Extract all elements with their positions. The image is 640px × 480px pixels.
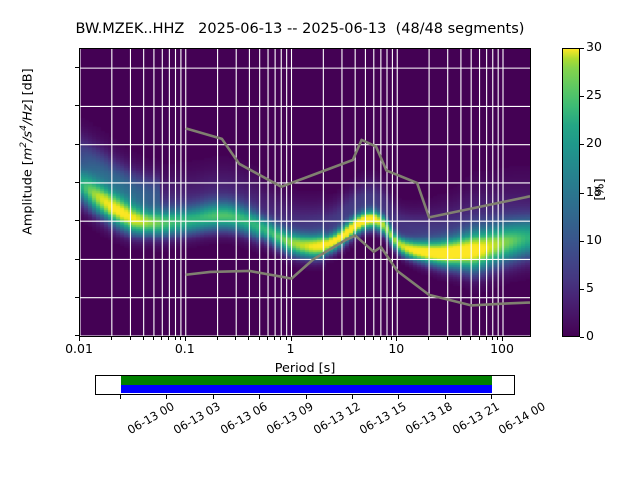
- x-tick-label: 10: [388, 341, 405, 356]
- timeline-tick-label: 06-13 03: [171, 399, 224, 437]
- timeline-tick-label: 06-13 18: [403, 399, 456, 437]
- x-tick-label: 100: [490, 341, 514, 356]
- x-tick-mark: [267, 337, 268, 340]
- colorbar-tick-mark: [580, 337, 584, 338]
- y-tick-mark: [75, 335, 79, 336]
- colorbar-tick-label: 0: [586, 328, 594, 343]
- y-tick-mark: [75, 105, 79, 107]
- page-title: BW.MZEK..HHZ 2025-06-13 -- 2025-06-13 (4…: [75, 21, 525, 37]
- colorbar-tick-label: 20: [586, 135, 602, 151]
- x-tick-mark: [79, 337, 80, 341]
- colorbar-tick-mark: [580, 240, 584, 242]
- x-tick-mark: [322, 337, 324, 340]
- x-tick-mark: [497, 337, 499, 340]
- x-tick-label: 0.1: [174, 341, 195, 356]
- timeline-tick-mark: [212, 395, 214, 399]
- x-tick-mark: [174, 337, 176, 340]
- timeline-tick-label: 06-13 09: [264, 399, 316, 437]
- y-tick-mark: [75, 181, 79, 183]
- colorbar-tick-label: 25: [586, 87, 602, 103]
- timeline-tick-mark: [120, 395, 121, 399]
- colorbar-tick-mark: [580, 192, 584, 194]
- colorbar-tick-label: 5: [586, 279, 594, 295]
- timeline-tick-label: 06-13 12: [310, 399, 363, 437]
- x-tick-mark: [184, 337, 186, 341]
- colorbar-tick-label: 10: [586, 231, 602, 247]
- coverage-bar-blue: [121, 384, 492, 393]
- y-tick-mark: [75, 143, 79, 145]
- x-tick-mark: [168, 337, 170, 340]
- y-axis-label: Amplitude [m2/s4/Hz] [dB]: [18, 68, 36, 235]
- x-tick-mark: [354, 337, 356, 340]
- x-tick-mark: [396, 337, 398, 341]
- y-tick-mark: [75, 67, 79, 69]
- psd-heatmap: [80, 49, 530, 336]
- data-coverage-timeline[interactable]: [95, 375, 515, 395]
- x-tick-mark: [235, 337, 237, 340]
- x-tick-mark: [280, 337, 282, 340]
- colorbar-tick-mark: [580, 96, 584, 98]
- x-tick-mark: [285, 337, 287, 340]
- timeline-tick-mark: [166, 395, 168, 399]
- x-tick-mark: [258, 337, 260, 340]
- x-tick-mark: [478, 337, 480, 340]
- timeline-tick-mark: [305, 395, 307, 399]
- x-tick-mark: [485, 337, 487, 340]
- y-tick-mark: [75, 296, 79, 298]
- x-tick-mark: [274, 337, 276, 340]
- x-tick-mark: [179, 337, 181, 340]
- x-axis-label: Period [s]: [274, 361, 336, 376]
- colorbar-tick-mark: [580, 288, 584, 290]
- x-tick-mark: [161, 337, 163, 340]
- x-tick-mark: [248, 337, 250, 340]
- ppsd-axes[interactable]: [79, 48, 531, 337]
- colorbar-tick-mark: [580, 48, 584, 49]
- x-tick-mark: [290, 337, 292, 341]
- x-tick-mark: [372, 337, 374, 340]
- timeline-tick-label: 06-13 15: [356, 399, 409, 437]
- x-tick-mark: [386, 337, 387, 340]
- x-tick-mark: [502, 337, 503, 341]
- timeline-tick-mark: [259, 395, 261, 399]
- x-tick-mark: [491, 337, 493, 340]
- x-tick-mark: [142, 337, 144, 340]
- colorbar: [562, 48, 580, 337]
- timeline-tick-mark: [491, 395, 492, 399]
- x-tick-mark: [391, 337, 393, 340]
- x-tick-mark: [364, 337, 366, 340]
- timeline-tick-label: 06-13 06: [217, 399, 270, 437]
- x-tick-mark: [459, 337, 461, 340]
- timeline-tick-mark: [351, 395, 353, 399]
- timeline-tick-mark: [444, 395, 446, 399]
- coverage-bar-green: [121, 376, 492, 385]
- x-tick-mark: [446, 337, 448, 340]
- timeline-tick-label: 06-14 00: [495, 399, 548, 437]
- x-tick-mark: [152, 337, 154, 340]
- x-tick-label: 0.01: [65, 341, 93, 356]
- x-tick-mark: [379, 337, 381, 340]
- timeline-tick-label: 06-13 21: [449, 399, 502, 437]
- x-tick-mark: [428, 337, 430, 340]
- colorbar-tick-mark: [580, 144, 584, 146]
- x-tick-mark: [110, 337, 112, 340]
- x-tick-mark: [216, 337, 218, 340]
- x-tick-mark: [129, 337, 131, 340]
- x-tick-mark: [470, 337, 472, 340]
- x-tick-label: 1: [286, 341, 295, 356]
- x-tick-mark: [341, 337, 342, 340]
- colorbar-tick-label: 30: [586, 39, 602, 54]
- timeline-tick-mark: [398, 395, 400, 399]
- timeline-tick-label: 06-13 00: [124, 399, 177, 437]
- y-tick-mark: [75, 258, 79, 260]
- colorbar-tick-label: 15: [586, 183, 602, 199]
- y-tick-mark: [75, 220, 79, 222]
